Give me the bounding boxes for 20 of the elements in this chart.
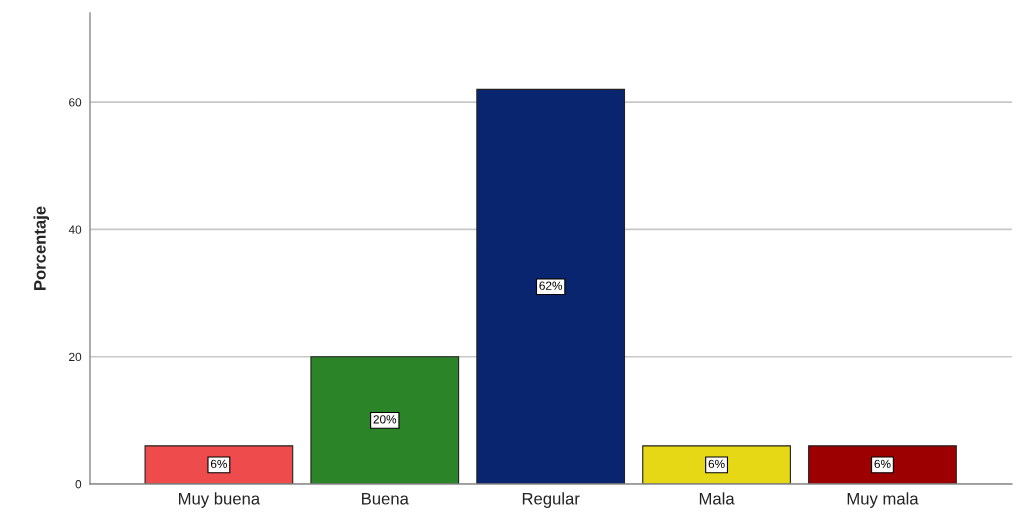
x-tick-label: Muy buena (179, 492, 261, 508)
data-label: 6% (708, 459, 725, 469)
x-tick-label: Regular (522, 492, 580, 508)
data-label: 20% (373, 415, 397, 424)
data-label: 62% (539, 281, 563, 290)
bar (310, 356, 460, 485)
x-tick-label: Mala (699, 492, 735, 505)
bar (476, 88, 626, 485)
y-tick-label: 20 (69, 352, 82, 362)
x-tick-label: Muy mala (847, 492, 919, 508)
bar (642, 445, 791, 485)
bar (808, 445, 957, 485)
data-label: 6% (210, 459, 227, 469)
bar (144, 445, 294, 485)
y-tick-label: 40 (68, 225, 82, 234)
y-tick-label: 60 (69, 98, 82, 107)
x-tick-label: Buena (362, 492, 409, 505)
data-label: 6% (874, 459, 891, 469)
y-axis-title: Porcentaje (33, 206, 50, 291)
y-tick-label: 0 (75, 480, 82, 489)
